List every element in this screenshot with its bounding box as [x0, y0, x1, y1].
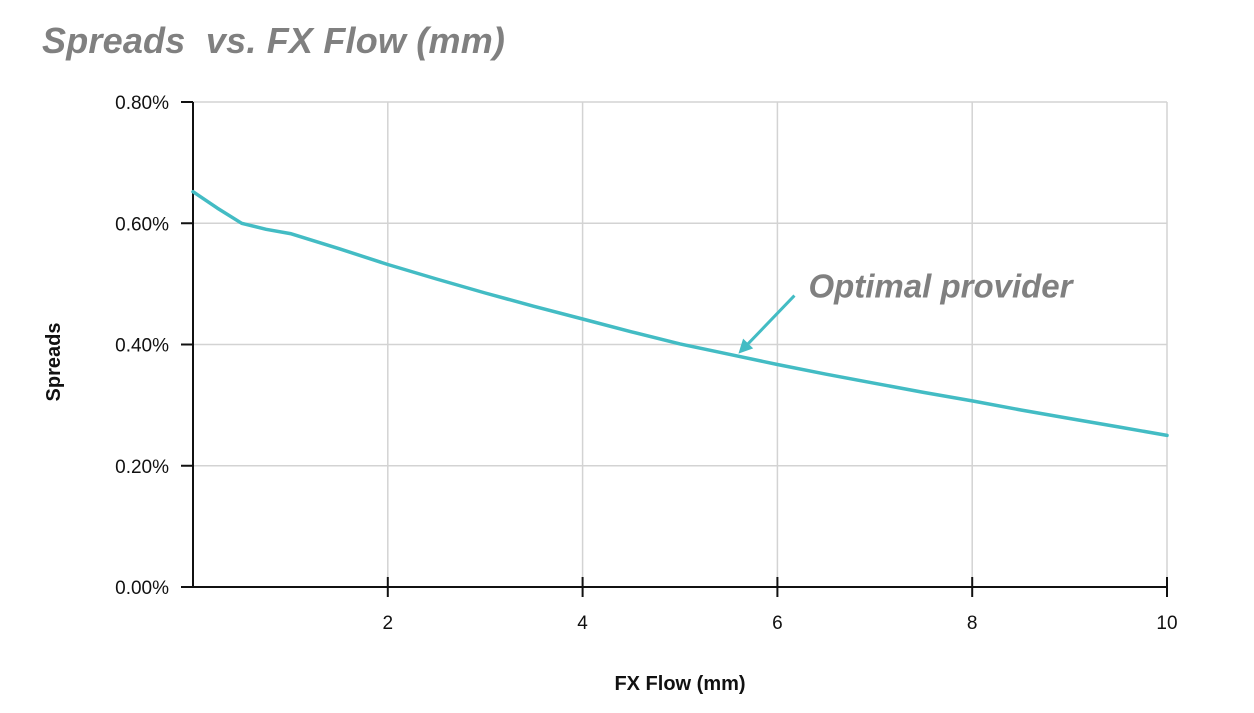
x-tick-label: 8: [967, 613, 978, 634]
y-tick-label: 0.00%: [115, 578, 169, 599]
y-tick-label: 0.40%: [115, 336, 169, 357]
x-axis-title: FX Flow (mm): [614, 673, 745, 695]
x-tick-label: 10: [1156, 613, 1177, 634]
y-axis-title: Spreads: [43, 323, 65, 402]
y-tick-label: 0.80%: [115, 93, 169, 114]
x-tick-label: 2: [383, 613, 394, 634]
chart-title: Spreads vs. FX Flow (mm): [42, 20, 506, 61]
x-tick-label: 6: [772, 613, 783, 634]
axes: 0.00% 0.20% 0.40% 0.60% 0.80% 2 4 6 8 10: [115, 93, 1177, 634]
series-line: [191, 189, 1169, 438]
annotation-layer: Optimal provider: [738, 268, 1075, 354]
annotation-label: Optimal provider: [808, 268, 1074, 305]
series-layer: [191, 189, 1169, 438]
annotation-arrow-shaft: [743, 294, 796, 349]
annotation-arrow-head: [738, 338, 754, 354]
x-tick-label: 4: [577, 613, 588, 634]
y-tick-label: 0.60%: [115, 214, 169, 235]
y-tick-label: 0.20%: [115, 457, 169, 478]
